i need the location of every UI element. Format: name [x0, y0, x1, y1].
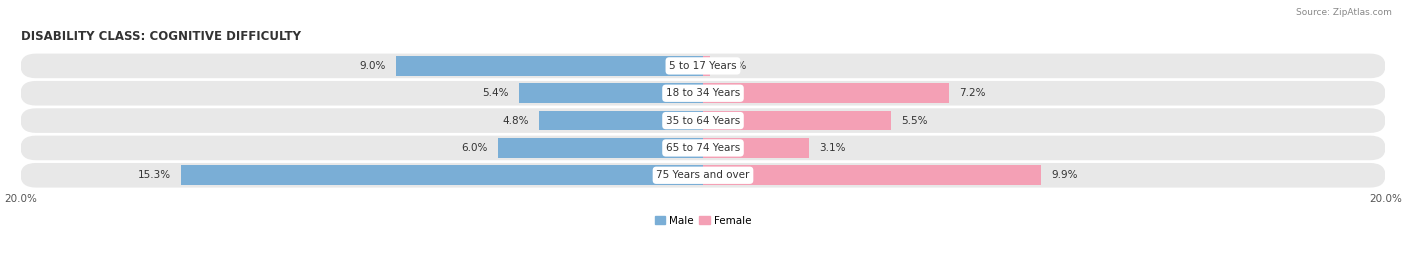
Bar	[703, 83, 949, 103]
Text: 18 to 34 Years: 18 to 34 Years	[666, 88, 740, 98]
Bar	[703, 56, 710, 76]
Text: 75 Years and over: 75 Years and over	[657, 170, 749, 180]
Bar	[540, 111, 703, 130]
Text: 65 to 74 Years: 65 to 74 Years	[666, 143, 740, 153]
Text: 15.3%: 15.3%	[138, 170, 170, 180]
FancyBboxPatch shape	[21, 136, 1385, 160]
Text: 5.4%: 5.4%	[482, 88, 509, 98]
Text: DISABILITY CLASS: COGNITIVE DIFFICULTY: DISABILITY CLASS: COGNITIVE DIFFICULTY	[21, 30, 301, 43]
Text: 9.9%: 9.9%	[1052, 170, 1077, 180]
Bar	[498, 138, 703, 158]
Bar	[396, 56, 703, 76]
FancyBboxPatch shape	[21, 108, 1385, 133]
Text: 9.0%: 9.0%	[360, 61, 385, 71]
Text: 6.0%: 6.0%	[461, 143, 488, 153]
Bar	[181, 165, 703, 185]
Text: 3.1%: 3.1%	[820, 143, 845, 153]
FancyBboxPatch shape	[21, 81, 1385, 105]
Bar	[703, 165, 1040, 185]
FancyBboxPatch shape	[21, 54, 1385, 78]
Bar	[703, 138, 808, 158]
Text: 7.2%: 7.2%	[959, 88, 986, 98]
FancyBboxPatch shape	[21, 163, 1385, 187]
Text: 4.8%: 4.8%	[502, 116, 529, 126]
Text: 0.2%: 0.2%	[720, 61, 747, 71]
Bar	[703, 111, 890, 130]
Text: 5.5%: 5.5%	[901, 116, 928, 126]
Text: 5 to 17 Years: 5 to 17 Years	[669, 61, 737, 71]
Legend: Male, Female: Male, Female	[651, 211, 755, 230]
Text: Source: ZipAtlas.com: Source: ZipAtlas.com	[1296, 8, 1392, 17]
Text: 35 to 64 Years: 35 to 64 Years	[666, 116, 740, 126]
Bar	[519, 83, 703, 103]
